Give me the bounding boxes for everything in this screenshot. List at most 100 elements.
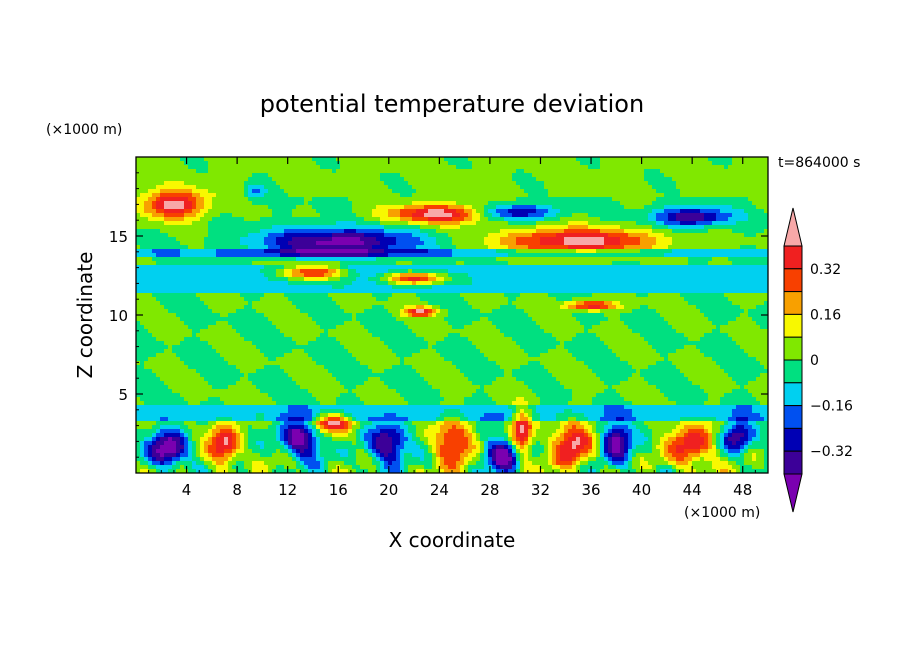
contour-cell	[752, 277, 757, 282]
contour-cell	[444, 233, 449, 238]
contour-cell	[444, 161, 449, 166]
contour-cell	[548, 189, 553, 194]
contour-cell	[356, 189, 361, 194]
contour-cell	[640, 165, 645, 170]
contour-cell	[352, 277, 357, 282]
contour-cell	[432, 177, 437, 182]
contour-cell	[680, 181, 685, 186]
contour-cell	[592, 185, 597, 190]
contour-cell	[528, 245, 533, 250]
contour-cell	[176, 157, 181, 162]
contour-cell	[284, 225, 289, 230]
contour-cell	[476, 233, 481, 238]
contour-cell	[216, 225, 221, 230]
contour-cell	[624, 217, 629, 222]
contour-cell	[628, 253, 633, 258]
contour-cell	[552, 165, 557, 170]
contour-cell	[564, 165, 569, 170]
contour-cell	[528, 241, 533, 246]
contour-cell	[196, 201, 201, 206]
contour-cell	[436, 181, 441, 186]
contour-cell	[468, 269, 473, 274]
contour-cell	[656, 197, 661, 202]
contour-cell	[412, 157, 417, 162]
contour-cell	[356, 269, 361, 274]
contour-cell	[260, 217, 265, 222]
contour-cell	[220, 157, 225, 162]
contour-cell	[320, 165, 325, 170]
contour-cell	[204, 169, 209, 174]
contour-cell	[668, 201, 673, 206]
contour-cell	[264, 165, 269, 170]
contour-cell	[264, 245, 269, 250]
contour-cell	[708, 225, 713, 230]
contour-cell	[764, 269, 768, 274]
contour-cell	[532, 273, 537, 278]
contour-cell	[396, 273, 401, 278]
contour-cell	[664, 221, 669, 226]
contour-cell	[136, 209, 141, 214]
contour-cell	[628, 269, 633, 274]
contour-cell	[436, 221, 441, 226]
contour-cell	[536, 277, 541, 282]
contour-cell	[604, 253, 609, 258]
contour-cell	[600, 181, 605, 186]
contour-cell	[276, 157, 281, 162]
contour-cell	[508, 173, 513, 178]
contour-cell	[144, 161, 149, 166]
contour-cell	[328, 237, 333, 242]
contour-cell	[568, 241, 573, 246]
contour-cell	[580, 241, 585, 246]
contour-cell	[604, 233, 609, 238]
contour-cell	[260, 249, 265, 254]
contour-cell	[428, 233, 433, 238]
contour-cell	[744, 177, 749, 182]
contour-cell	[356, 209, 361, 214]
contour-cell	[728, 265, 733, 270]
contour-cell	[416, 245, 421, 250]
contour-cell	[640, 185, 645, 190]
contour-cell	[476, 201, 481, 206]
contour-cell	[352, 253, 357, 258]
contour-cell	[188, 261, 193, 266]
contour-cell	[420, 189, 425, 194]
contour-cell	[384, 273, 389, 278]
contour-cell	[320, 281, 325, 286]
contour-cell	[368, 269, 373, 274]
contour-cell	[556, 261, 561, 266]
contour-cell	[608, 269, 613, 274]
contour-cell	[396, 201, 401, 206]
contour-cell	[204, 273, 209, 278]
contour-cell	[644, 245, 649, 250]
contour-cell	[140, 233, 145, 238]
contour-cell	[224, 241, 229, 246]
contour-cell	[536, 189, 541, 194]
contour-cell	[240, 169, 245, 174]
contour-cell	[304, 185, 309, 190]
contour-cell	[292, 277, 297, 282]
contour-cell	[532, 221, 537, 226]
contour-cell	[616, 205, 621, 210]
contour-cell	[404, 197, 409, 202]
contour-cell	[744, 261, 749, 266]
contour-cell	[688, 181, 693, 186]
contour-cell	[328, 161, 333, 166]
contour-cell	[580, 197, 585, 202]
contour-cell	[736, 157, 741, 162]
contour-cell	[148, 213, 153, 218]
contour-cell	[156, 229, 161, 234]
contour-cell	[712, 189, 717, 194]
contour-cell	[196, 241, 201, 246]
contour-cell	[288, 169, 293, 174]
contour-cell	[136, 225, 141, 230]
contour-cell	[252, 265, 257, 270]
contour-cell	[208, 217, 213, 222]
contour-cell	[180, 189, 185, 194]
contour-cell	[648, 181, 653, 186]
contour-cell	[740, 177, 745, 182]
contour-cell	[348, 213, 353, 218]
contour-cell	[428, 229, 433, 234]
contour-cell	[600, 269, 605, 274]
contour-cell	[740, 213, 745, 218]
contour-cell	[668, 241, 673, 246]
